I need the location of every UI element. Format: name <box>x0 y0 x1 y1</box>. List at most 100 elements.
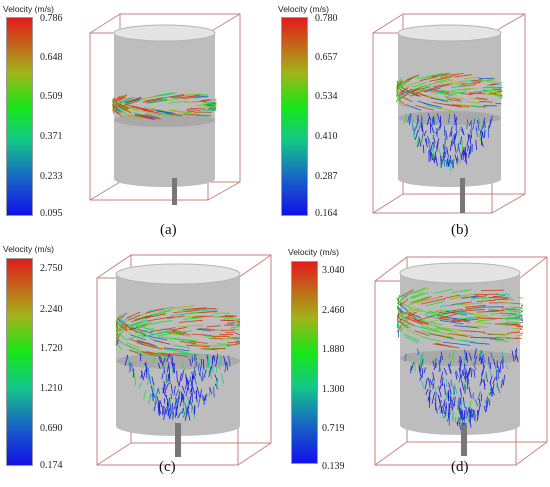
streakline <box>140 371 143 379</box>
streakline <box>443 399 446 406</box>
streakline <box>227 322 236 324</box>
streakline <box>472 80 487 83</box>
streakline <box>435 117 437 125</box>
streakline <box>406 329 422 337</box>
streakline <box>425 104 441 110</box>
streakline <box>124 97 142 104</box>
streakline <box>463 307 480 311</box>
streakline <box>187 397 191 409</box>
streakline <box>443 294 460 299</box>
streakline <box>397 90 406 97</box>
colorbar <box>291 261 318 464</box>
streakline <box>200 99 210 102</box>
tick-label: 0.648 <box>40 52 63 63</box>
streakline <box>115 330 120 338</box>
streakline <box>490 86 498 88</box>
streakline <box>143 98 163 103</box>
streakline <box>432 130 436 139</box>
streakline <box>139 114 161 120</box>
streakline <box>468 120 472 126</box>
streakline <box>397 319 399 327</box>
streakline <box>494 298 508 300</box>
streakline <box>414 130 419 141</box>
streakline <box>151 376 155 385</box>
streakline <box>426 116 430 126</box>
streakline <box>433 362 438 371</box>
streakline <box>450 379 453 387</box>
panel-caption: (d) <box>451 459 469 475</box>
streakline <box>448 361 452 369</box>
streakline <box>136 325 157 332</box>
streakline <box>488 398 491 406</box>
streakline <box>176 378 180 388</box>
streakline <box>474 398 479 407</box>
streakline <box>485 400 489 412</box>
streakline <box>145 319 172 326</box>
streakline <box>477 319 496 322</box>
shaft <box>461 423 467 456</box>
streakline <box>213 101 217 103</box>
streakline <box>185 406 190 415</box>
streakline <box>475 139 477 150</box>
streakline <box>438 359 441 372</box>
panel-c: Velocity (m/s) 2.750 2.240 1.720 1.210 0… <box>0 243 275 486</box>
streakline <box>460 400 463 410</box>
streakline <box>423 367 426 374</box>
streakline <box>468 145 471 156</box>
streakline <box>460 150 464 157</box>
streakline <box>183 316 203 320</box>
streakline <box>478 116 481 127</box>
streakline <box>461 126 465 136</box>
streakline <box>230 328 240 331</box>
panel-b: Velocity (m/s) 0.780 0.657 0.534 0.410 0… <box>275 0 550 243</box>
streakline <box>438 148 442 156</box>
streakline <box>458 403 461 414</box>
streakline <box>189 376 192 383</box>
streakline <box>464 76 482 80</box>
streakline <box>115 337 119 345</box>
streakline <box>520 305 523 309</box>
colorbar <box>281 17 308 216</box>
streakline <box>153 402 157 408</box>
streakline <box>207 103 215 105</box>
streakline <box>143 110 161 116</box>
streakline <box>162 357 166 365</box>
streakline <box>119 327 132 335</box>
streakline <box>116 102 130 109</box>
streakline <box>136 349 159 356</box>
streakline <box>490 352 493 359</box>
streakline <box>447 395 449 402</box>
streakline <box>183 94 203 96</box>
streakline <box>220 329 235 331</box>
streakline <box>398 323 410 332</box>
legend-title: Velocity (m/s) <box>3 4 55 14</box>
streakline <box>424 87 441 93</box>
streakline <box>147 377 150 385</box>
streakline <box>421 352 424 361</box>
streakline <box>182 396 185 407</box>
streakline <box>204 328 222 331</box>
streakline <box>520 325 524 328</box>
streakline <box>168 100 188 104</box>
streakline <box>435 78 451 83</box>
tick-label: 0.287 <box>315 171 338 182</box>
streakline <box>203 359 205 371</box>
streakline <box>456 416 460 423</box>
streakline <box>447 96 466 100</box>
streakline <box>117 97 127 104</box>
streakline <box>455 116 458 123</box>
streakline <box>495 340 510 342</box>
streakline <box>164 98 183 102</box>
streakline <box>216 378 219 388</box>
streakline <box>440 156 444 163</box>
streakline <box>459 387 462 397</box>
streakline <box>157 330 179 335</box>
streakline <box>425 389 429 396</box>
streakline <box>469 342 490 345</box>
streakline <box>459 396 462 406</box>
tick-label: 2.460 <box>322 305 345 316</box>
streakline <box>432 117 435 125</box>
streakline <box>156 110 173 115</box>
streakline <box>462 87 477 91</box>
streakline <box>496 383 501 394</box>
